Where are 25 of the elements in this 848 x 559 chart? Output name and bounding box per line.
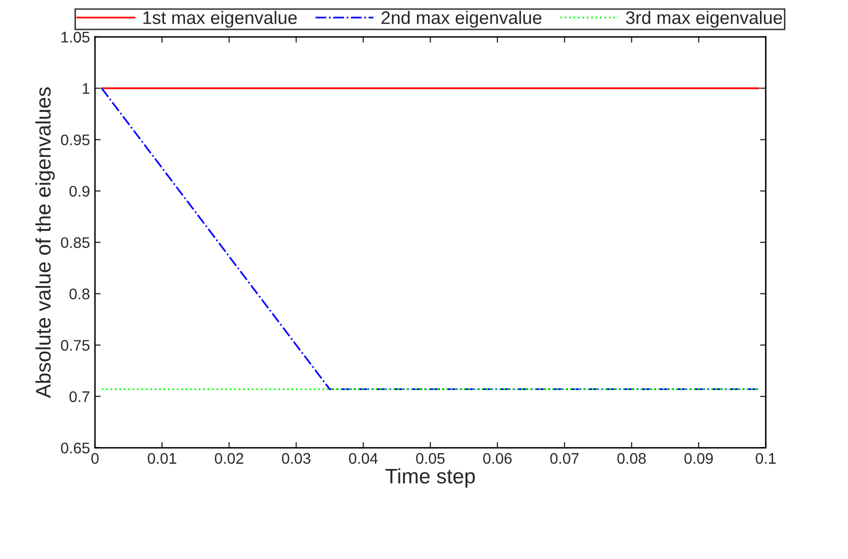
legend-label: 3rd max eigenvalue — [626, 10, 782, 28]
x-tick-label: 0 — [91, 453, 99, 464]
x-tick-label: 0.03 — [282, 453, 310, 464]
legend-label: 1st max eigenvalue — [143, 10, 297, 28]
y-tick-label: 0.85 — [60, 237, 90, 248]
x-tick-label: 0.01 — [148, 453, 176, 464]
y-tick-label: 0.95 — [60, 134, 90, 146]
y-tick-label: 0.9 — [69, 186, 90, 197]
x-tick-label: 0.04 — [349, 453, 378, 464]
y-tick-label: 0.8 — [69, 288, 90, 300]
y-tick-label: 1 — [82, 83, 90, 94]
y-tick-label: 0.65 — [60, 442, 90, 454]
x-axis-title: Time step — [385, 468, 475, 488]
y-tick-label: 0.7 — [69, 391, 90, 402]
x-tick-label: 0.08 — [617, 453, 646, 464]
y-tick-label: 0.75 — [60, 340, 90, 351]
x-tick-label: 0.05 — [416, 453, 445, 464]
x-tick-label: 0.09 — [684, 453, 713, 464]
x-tick-label: 0.02 — [214, 453, 244, 464]
y-axis-title: Absolute value of the eigenvalues — [35, 87, 55, 398]
x-tick-label: 0.07 — [550, 453, 579, 464]
x-tick-label: 0.1 — [756, 453, 776, 464]
x-tick-label: 0.06 — [483, 453, 512, 464]
legend-label: 2nd max eigenvalue — [382, 10, 542, 28]
y-tick-label: 1.05 — [62, 32, 90, 43]
